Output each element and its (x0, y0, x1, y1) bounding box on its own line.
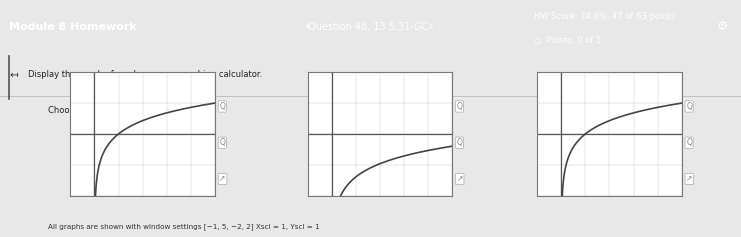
Text: Choose the correct graph below.: Choose the correct graph below. (48, 106, 185, 114)
Text: ↤: ↤ (10, 70, 19, 80)
Text: ↗: ↗ (219, 174, 226, 183)
Text: ● C.: ● C. (539, 125, 557, 134)
Text: Q: Q (686, 138, 692, 147)
Text: Display the graph of y = log₅x on a graphing calculator.: Display the graph of y = log₅x on a grap… (28, 70, 262, 79)
Text: Q: Q (219, 138, 225, 147)
Text: Q: Q (456, 102, 462, 111)
Text: ⚙: ⚙ (717, 20, 728, 33)
Text: All graphs are shown with window settings [−1, 5, −2, 2] Xscl = 1, Yscl = 1: All graphs are shown with window setting… (48, 224, 320, 230)
Text: ›: › (428, 19, 433, 34)
Text: ○ B.: ○ B. (309, 125, 328, 134)
Text: ↗: ↗ (686, 174, 693, 183)
Text: Q: Q (456, 138, 462, 147)
Text: ○  Points: 0 of 1: ○ Points: 0 of 1 (534, 36, 601, 45)
Text: HW Score: 74.6%, 47 of 63 points: HW Score: 74.6%, 47 of 63 points (534, 12, 675, 21)
Text: Module 8 Homework: Module 8 Homework (9, 22, 136, 32)
Text: ○ A.: ○ A. (72, 125, 90, 134)
Text: ‹: ‹ (305, 19, 310, 34)
Text: ↗: ↗ (456, 174, 463, 183)
Text: Question 48, 13.5.31-GC: Question 48, 13.5.31-GC (308, 22, 428, 32)
Text: Q: Q (686, 102, 692, 111)
Text: Q: Q (219, 102, 225, 111)
